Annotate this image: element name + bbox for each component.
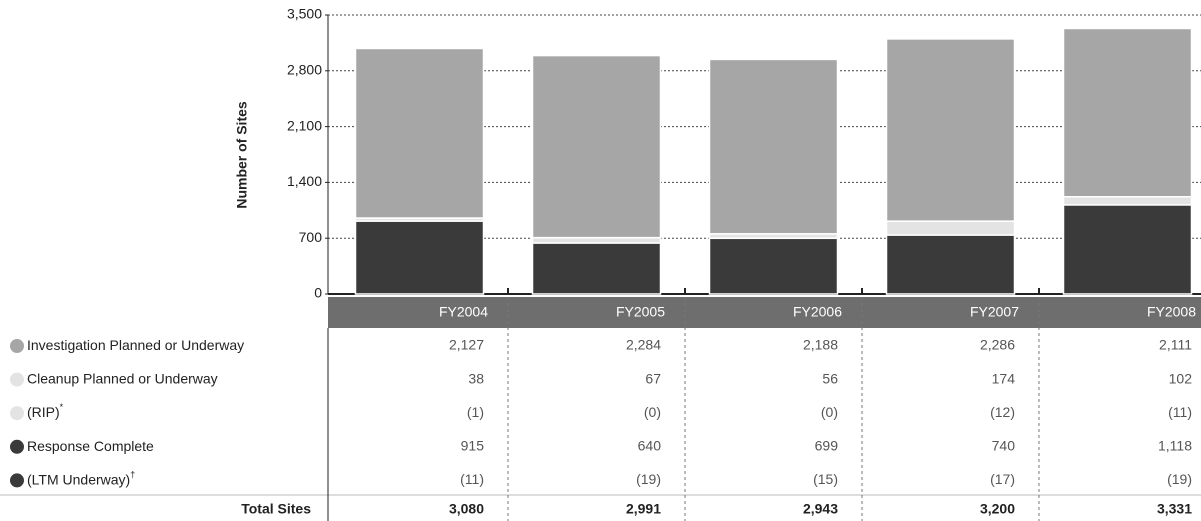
row-label: (RIP)* [27,403,64,420]
bar-segment [531,54,662,239]
y-tick-label: 700 [299,229,323,245]
legend-marker [10,406,24,421]
row-label-text: Cleanup Planned or Underway [27,370,218,386]
bar-segment [708,58,839,235]
cell-value: (0) [644,404,661,420]
column-header: FY2007 [970,304,1019,320]
total-label: Total Sites [241,501,311,517]
cell-value: 2,127 [449,337,484,353]
legend-marker [10,473,24,488]
cell-value: (19) [1167,471,1192,487]
total-value: 2,943 [803,501,838,517]
cell-value: (15) [813,471,838,487]
row-note-mark: * [60,403,64,413]
table-header [328,297,1201,328]
row-label: Cleanup Planned or Underway [27,370,218,386]
row-label: Investigation Planned or Underway [27,337,244,353]
cell-value: 640 [638,438,662,454]
column-header: FY2008 [1147,304,1196,320]
cell-value: 56 [822,370,838,386]
y-tick-label: 2,100 [287,117,322,133]
legend-marker [10,439,24,454]
y-tick-label: 2,800 [287,62,322,78]
cell-value: 915 [461,438,485,454]
row-label-text: Investigation Planned or Underway [27,337,244,353]
bar-segment [885,38,1016,222]
row-label: Response Complete [27,438,154,454]
row-label: (LTM Underway)† [27,470,135,487]
column-header: FY2006 [793,304,842,320]
column-header: FY2005 [616,304,665,320]
cell-value: 174 [992,370,1016,386]
cell-value: 2,286 [980,337,1015,353]
y-tick-label: 0 [314,285,322,301]
cell-value: (17) [990,471,1015,487]
total-value: 3,080 [449,501,484,517]
legend-marker [10,339,24,353]
legend-marker [10,372,24,387]
bar-segment [885,220,1016,236]
bar-segment [1062,195,1193,206]
cell-value: 1,118 [1158,438,1192,454]
bar-segment [885,234,1016,295]
cell-value: 67 [645,370,661,386]
bar-segment [354,220,485,295]
cell-value: 740 [992,438,1016,454]
cell-value: 2,111 [1159,337,1192,353]
row-label-text: (LTM Underway) [27,471,130,487]
cell-value: 38 [468,370,484,386]
y-tick-label: 1,400 [287,173,322,189]
bar-segment [708,237,839,295]
cell-value: 699 [815,438,839,454]
cell-value: 2,284 [626,337,661,353]
bar-segment [531,236,662,244]
total-value: 2,991 [626,501,661,517]
row-note-mark: † [130,470,135,480]
cell-value: 2,188 [803,337,838,353]
total-value: 3,200 [980,501,1015,517]
bar-segment [531,242,662,295]
total-value: 3,331 [1157,501,1192,517]
cell-value: (19) [636,471,661,487]
bar-segment [1062,27,1193,198]
cell-value: (12) [990,404,1015,420]
bar-segment [1062,204,1193,295]
cell-value: (11) [1168,404,1192,420]
cell-value: 102 [1169,370,1193,386]
cell-value: (11) [460,471,484,487]
row-label-text: (RIP) [27,404,60,420]
bar-segment [354,47,485,219]
row-label-text: Response Complete [27,438,154,454]
y-axis-label: Number of Sites [234,101,250,209]
cell-value: (0) [821,404,838,420]
y-tick-label: 3,500 [287,6,322,22]
cell-value: (1) [467,404,484,420]
column-header: FY2004 [439,304,488,320]
